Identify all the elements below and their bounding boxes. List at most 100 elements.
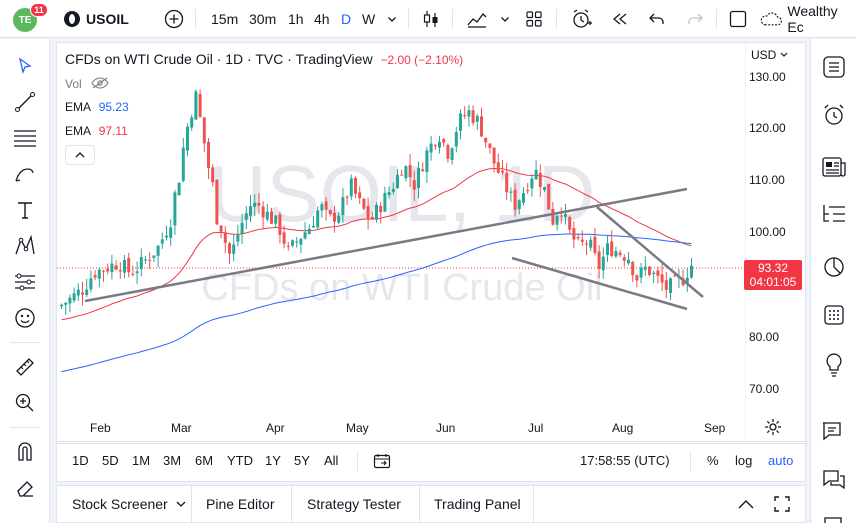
candle-body <box>64 302 68 305</box>
utc-clock[interactable]: 17:58:55 (UTC) <box>580 453 670 468</box>
zoom-tool[interactable] <box>0 385 50 421</box>
candle-body <box>585 243 588 245</box>
symbol-search-button[interactable]: USOIL <box>64 0 129 38</box>
range-1d[interactable]: 1D <box>72 453 89 468</box>
tab-stock-screener[interactable]: Stock Screener <box>72 486 186 522</box>
interval-1h[interactable]: 1h <box>288 11 304 27</box>
volume-legend[interactable]: Vol <box>65 77 109 91</box>
magnet-tool[interactable] <box>0 433 50 469</box>
measure-tool[interactable] <box>0 349 50 385</box>
time-tick: Aug <box>612 421 634 435</box>
layout-button[interactable] <box>729 0 747 38</box>
candle-body <box>618 252 622 256</box>
news-button[interactable] <box>811 149 856 185</box>
interval-dropdown-chevron-icon[interactable] <box>387 0 397 38</box>
candle-body <box>673 275 677 277</box>
symbol-icon <box>64 11 80 27</box>
ideas-button[interactable] <box>811 347 856 383</box>
interval-30m[interactable]: 30m <box>249 11 277 27</box>
streams-button[interactable] <box>811 462 856 498</box>
calendar-button[interactable] <box>811 297 856 333</box>
fib-tool[interactable] <box>0 120 50 156</box>
chart-panel[interactable]: USOIL, 1D CFDs on WTI Crude Oil CFDs on W… <box>56 42 807 482</box>
indicators-chevron-icon[interactable] <box>500 0 510 38</box>
chats-button[interactable] <box>811 414 856 450</box>
pattern-tool[interactable] <box>0 228 50 264</box>
eraser-tool[interactable] <box>0 469 50 505</box>
goto-date-button[interactable] <box>373 453 391 472</box>
interval-4h[interactable]: 4h <box>314 11 330 27</box>
candle-body <box>396 174 399 188</box>
watchlist-button[interactable] <box>811 49 856 85</box>
hotlists-button[interactable] <box>811 249 856 285</box>
range-1m[interactable]: 1M <box>132 453 151 468</box>
replay-button[interactable] <box>611 0 629 38</box>
auto-toggle[interactable]: auto <box>768 453 794 468</box>
tab-strategy-tester[interactable]: Strategy Tester <box>307 496 401 512</box>
templates-button[interactable] <box>525 0 543 38</box>
text-tool[interactable] <box>0 192 50 228</box>
chart-settings-button[interactable] <box>764 418 782 439</box>
log-toggle[interactable]: log <box>735 453 753 468</box>
candle-body <box>467 110 471 117</box>
interval-d[interactable]: D <box>341 11 352 27</box>
interval-15m[interactable]: 15m <box>211 11 239 27</box>
percent-toggle[interactable]: % <box>707 453 719 468</box>
tab-trading-panel[interactable]: Trading Panel <box>434 496 521 512</box>
text-icon <box>18 202 32 219</box>
range-5d[interactable]: 5D <box>102 453 119 468</box>
candle-body <box>291 240 294 246</box>
candle-body <box>114 265 118 270</box>
candles-style-button[interactable] <box>421 0 441 38</box>
candles-icon <box>423 11 438 27</box>
candle-body <box>345 196 349 198</box>
last-price: 93.32 <box>757 261 789 275</box>
redo-button[interactable] <box>686 0 704 38</box>
legend-collapse-button[interactable] <box>65 145 95 165</box>
candle-body <box>135 271 139 274</box>
range-5y[interactable]: 5Y <box>294 453 310 468</box>
help-button[interactable] <box>811 504 856 523</box>
interval-w[interactable]: W <box>362 11 376 27</box>
alert-button[interactable] <box>571 0 593 38</box>
candle-body <box>400 174 404 176</box>
candle-body <box>93 275 97 278</box>
brush-tool[interactable] <box>0 156 50 192</box>
range-3m[interactable]: 3M <box>163 453 182 468</box>
compare-add-button[interactable] <box>164 0 184 38</box>
object-tree-button[interactable] <box>811 196 856 232</box>
range-6m[interactable]: 6M <box>195 453 214 468</box>
drawing-toolbar <box>0 39 50 523</box>
range-1y[interactable]: 1Y <box>265 453 281 468</box>
candle-body <box>471 110 475 123</box>
horizontal-lines-icon <box>14 130 36 147</box>
tab-stock-screener-label: Stock Screener <box>72 496 168 512</box>
tree-list-icon <box>823 205 845 222</box>
cursor-tool[interactable] <box>0 48 50 84</box>
right-sidebar <box>810 39 856 523</box>
candle-body <box>144 259 147 261</box>
trend-line-tool[interactable] <box>0 84 50 120</box>
icons-tool[interactable] <box>0 300 50 336</box>
ema-fast-legend[interactable]: EMA 95.23 <box>65 100 129 114</box>
ema-fast-label: EMA <box>65 100 91 114</box>
prediction-tool[interactable] <box>0 264 50 300</box>
currency-selector[interactable]: USD <box>751 48 788 62</box>
indicators-button[interactable] <box>466 0 488 38</box>
indicators-icon <box>467 13 487 28</box>
candle-body <box>404 166 408 179</box>
maximize-panel-button[interactable] <box>773 486 791 522</box>
undo-button[interactable] <box>648 0 666 38</box>
range-ytd[interactable]: YTD <box>227 453 253 468</box>
price-tick: 80.00 <box>749 330 780 344</box>
candle-body <box>417 168 420 188</box>
panel-collapse-button[interactable] <box>737 486 755 522</box>
tab-pine-editor[interactable]: Pine Editor <box>206 496 275 512</box>
candle-body <box>223 232 227 243</box>
ema-fast-line <box>61 233 692 373</box>
candle-body <box>295 241 299 243</box>
alerts-panel-button[interactable] <box>811 97 856 133</box>
ema-slow-legend[interactable]: EMA 97.11 <box>65 124 128 138</box>
account-button[interactable]: Wealthy Ec <box>759 0 856 38</box>
range-all[interactable]: All <box>324 453 339 468</box>
